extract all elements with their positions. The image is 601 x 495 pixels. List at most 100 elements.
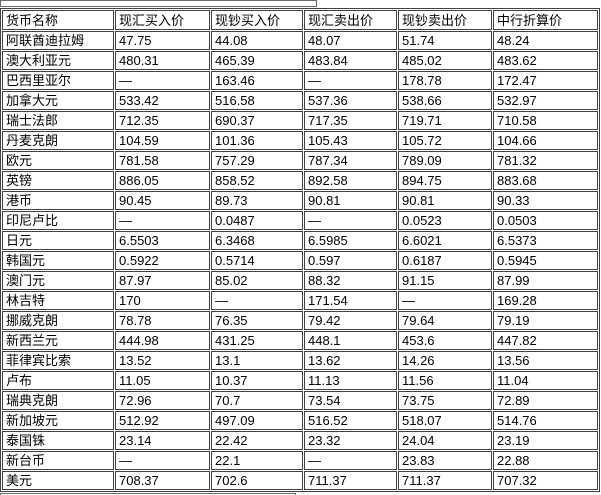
currency-name-cell: 阿联酋迪拉姆 [2, 31, 114, 50]
rate-cell: 23.19 [493, 431, 598, 450]
rate-cell: 23.83 [398, 451, 492, 470]
rate-cell: 757.29 [211, 151, 303, 170]
rate-cell: 22.42 [211, 431, 303, 450]
rate-cell: 711.37 [398, 471, 492, 490]
rate-cell: 480.31 [115, 51, 210, 70]
column-header: 现汇买入价 [115, 10, 210, 30]
rate-cell: 11.04 [493, 371, 598, 390]
rate-cell: 0.597 [304, 251, 397, 270]
rate-cell: 702.6 [211, 471, 303, 490]
rate-cell: 88.32 [304, 271, 397, 290]
table-row: 日元 6.5503 6.3468 6.5985 6.6021 6.5373 [2, 231, 598, 250]
rate-cell: 48.24 [493, 31, 598, 50]
rate-cell: 11.05 [115, 371, 210, 390]
rate-cell: 448.1 [304, 331, 397, 350]
currency-name-cell: 丹麦克朗 [2, 131, 114, 150]
rate-cell: 104.59 [115, 131, 210, 150]
rate-cell: 90.33 [493, 191, 598, 210]
rate-cell: 87.99 [493, 271, 598, 290]
currency-name-cell: 美元 [2, 471, 114, 490]
rate-cell: 858.52 [211, 171, 303, 190]
rate-cell: 717.35 [304, 111, 397, 130]
rate-cell: 781.32 [493, 151, 598, 170]
currency-name-cell: 卢布 [2, 371, 114, 390]
rate-cell: 105.72 [398, 131, 492, 150]
rate-cell: 0.5922 [115, 251, 210, 270]
rate-cell: 23.14 [115, 431, 210, 450]
table-row: 美元 708.37 702.6 711.37 711.37 707.32 [2, 471, 598, 490]
rate-cell: 44.08 [211, 31, 303, 50]
rate-cell: 708.37 [115, 471, 210, 490]
rate-cell: 14.26 [398, 351, 492, 370]
rate-cell: 6.3468 [211, 231, 303, 250]
table-row: 菲律宾比索 13.52 13.1 13.62 14.26 13.56 [2, 351, 598, 370]
rate-cell: 48.07 [304, 31, 397, 50]
rate-cell: 0.6187 [398, 251, 492, 270]
rate-cell: 78.78 [115, 311, 210, 330]
rate-cell: 444.98 [115, 331, 210, 350]
rate-cell: 0.0487 [211, 211, 303, 230]
rate-cell: 537.36 [304, 91, 397, 110]
rate-cell: 22.1 [211, 451, 303, 470]
rate-cell: — [115, 451, 210, 470]
currency-name-cell: 新加坡元 [2, 411, 114, 430]
rate-cell: 73.54 [304, 391, 397, 410]
rate-cell: 0.5945 [493, 251, 598, 270]
currency-name-cell: 泰国铢 [2, 431, 114, 450]
currency-name-cell: 林吉特 [2, 291, 114, 310]
column-header: 货币名称 [2, 10, 114, 30]
table-row: 阿联酋迪拉姆 47.75 44.08 48.07 51.74 48.24 [2, 31, 598, 50]
currency-name-cell: 新西兰元 [2, 331, 114, 350]
rate-cell: 538.66 [398, 91, 492, 110]
rate-cell: 90.81 [398, 191, 492, 210]
rate-cell: 47.75 [115, 31, 210, 50]
rate-cell: 453.6 [398, 331, 492, 350]
rate-cell: 72.96 [115, 391, 210, 410]
rate-cell: 6.5985 [304, 231, 397, 250]
rate-cell: — [115, 211, 210, 230]
rate-cell: 101.36 [211, 131, 303, 150]
table-row: 瑞典克朗 72.96 70.7 73.54 73.75 72.89 [2, 391, 598, 410]
rate-cell: — [115, 71, 210, 90]
rate-cell: 13.1 [211, 351, 303, 370]
rate-cell: 781.58 [115, 151, 210, 170]
rate-cell: 87.97 [115, 271, 210, 290]
currency-name-cell: 加拿大元 [2, 91, 114, 110]
rate-cell: 11.13 [304, 371, 397, 390]
rate-cell: 518.07 [398, 411, 492, 430]
rate-cell: — [304, 451, 397, 470]
rate-cell: 710.58 [493, 111, 598, 130]
rate-cell: 79.42 [304, 311, 397, 330]
rate-cell: 707.32 [493, 471, 598, 490]
column-header: 中行折算价 [493, 10, 598, 30]
table-row: 加拿大元 533.42 516.58 537.36 538.66 532.97 [2, 91, 598, 110]
table-row: 挪威克朗 78.78 76.35 79.42 79.64 79.19 [2, 311, 598, 330]
rate-cell: 719.71 [398, 111, 492, 130]
rate-cell: 516.58 [211, 91, 303, 110]
column-header: 现钞卖出价 [398, 10, 492, 30]
rate-cell: 514.76 [493, 411, 598, 430]
rate-cell: 787.34 [304, 151, 397, 170]
rate-cell: — [398, 291, 492, 310]
rate-cell: 172.47 [493, 71, 598, 90]
table-row: 卢布 11.05 10.37 11.13 11.56 11.04 [2, 371, 598, 390]
rate-cell: 10.37 [211, 371, 303, 390]
rate-cell: 24.04 [398, 431, 492, 450]
column-header: 现汇卖出价 [304, 10, 397, 30]
rate-cell: 497.09 [211, 411, 303, 430]
currency-name-cell: 菲律宾比索 [2, 351, 114, 370]
rate-cell: 13.62 [304, 351, 397, 370]
table-body: 阿联酋迪拉姆 47.75 44.08 48.07 51.74 48.24 澳大利亚元 480.… [2, 31, 598, 490]
rate-cell: 533.42 [115, 91, 210, 110]
rate-cell: — [211, 291, 303, 310]
currency-name-cell: 印尼卢比 [2, 211, 114, 230]
rate-cell: 512.92 [115, 411, 210, 430]
rate-cell: 711.37 [304, 471, 397, 490]
rate-cell: 6.5373 [493, 231, 598, 250]
table-row: 新西兰元 444.98 431.25 448.1 453.6 447.82 [2, 331, 598, 350]
currency-name-cell: 巴西里亚尔 [2, 71, 114, 90]
rate-cell: 13.52 [115, 351, 210, 370]
rate-cell: 886.05 [115, 171, 210, 190]
header-row: 货币名称 现汇买入价 现钞买入价 现汇卖出价 现钞卖出价 中行折算价 [2, 10, 598, 30]
rate-cell: 105.43 [304, 131, 397, 150]
